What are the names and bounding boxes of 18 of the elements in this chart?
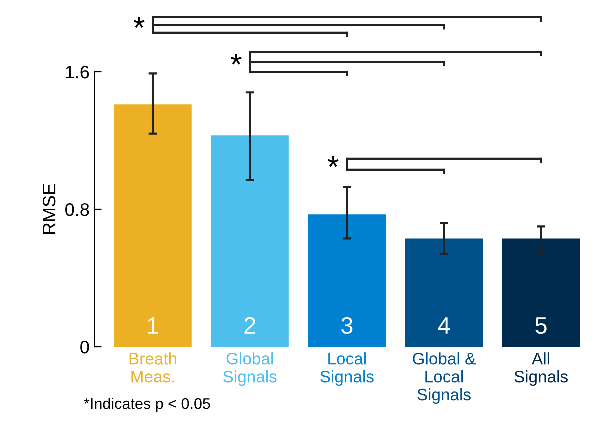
y-tick-label: 0.8 — [66, 203, 90, 216]
annotation: 5 — [536, 318, 547, 334]
annotation: 1 — [148, 318, 158, 334]
annotation: 4 — [438, 318, 450, 334]
x-tick-label: Local Signals — [320, 352, 374, 386]
x-tick-label: All Signals — [514, 352, 568, 386]
x-tick-label: Global & Local Signals — [413, 352, 476, 404]
x-tick-label: Global Signals — [224, 352, 277, 386]
text: * — [134, 17, 145, 28]
annotation: 3 — [341, 317, 353, 334]
annotation: * — [328, 156, 339, 168]
text: * — [230, 54, 242, 65]
x-tick-label: Breath Meas. — [130, 352, 177, 383]
annotation: 2 — [244, 317, 256, 334]
y-tick-label: 0 — [80, 340, 90, 354]
text: *Indicates p < 0.05 — [84, 398, 210, 412]
y-axis-title: RMSE — [42, 184, 56, 234]
y-tick-label: 1.6 — [66, 66, 90, 79]
